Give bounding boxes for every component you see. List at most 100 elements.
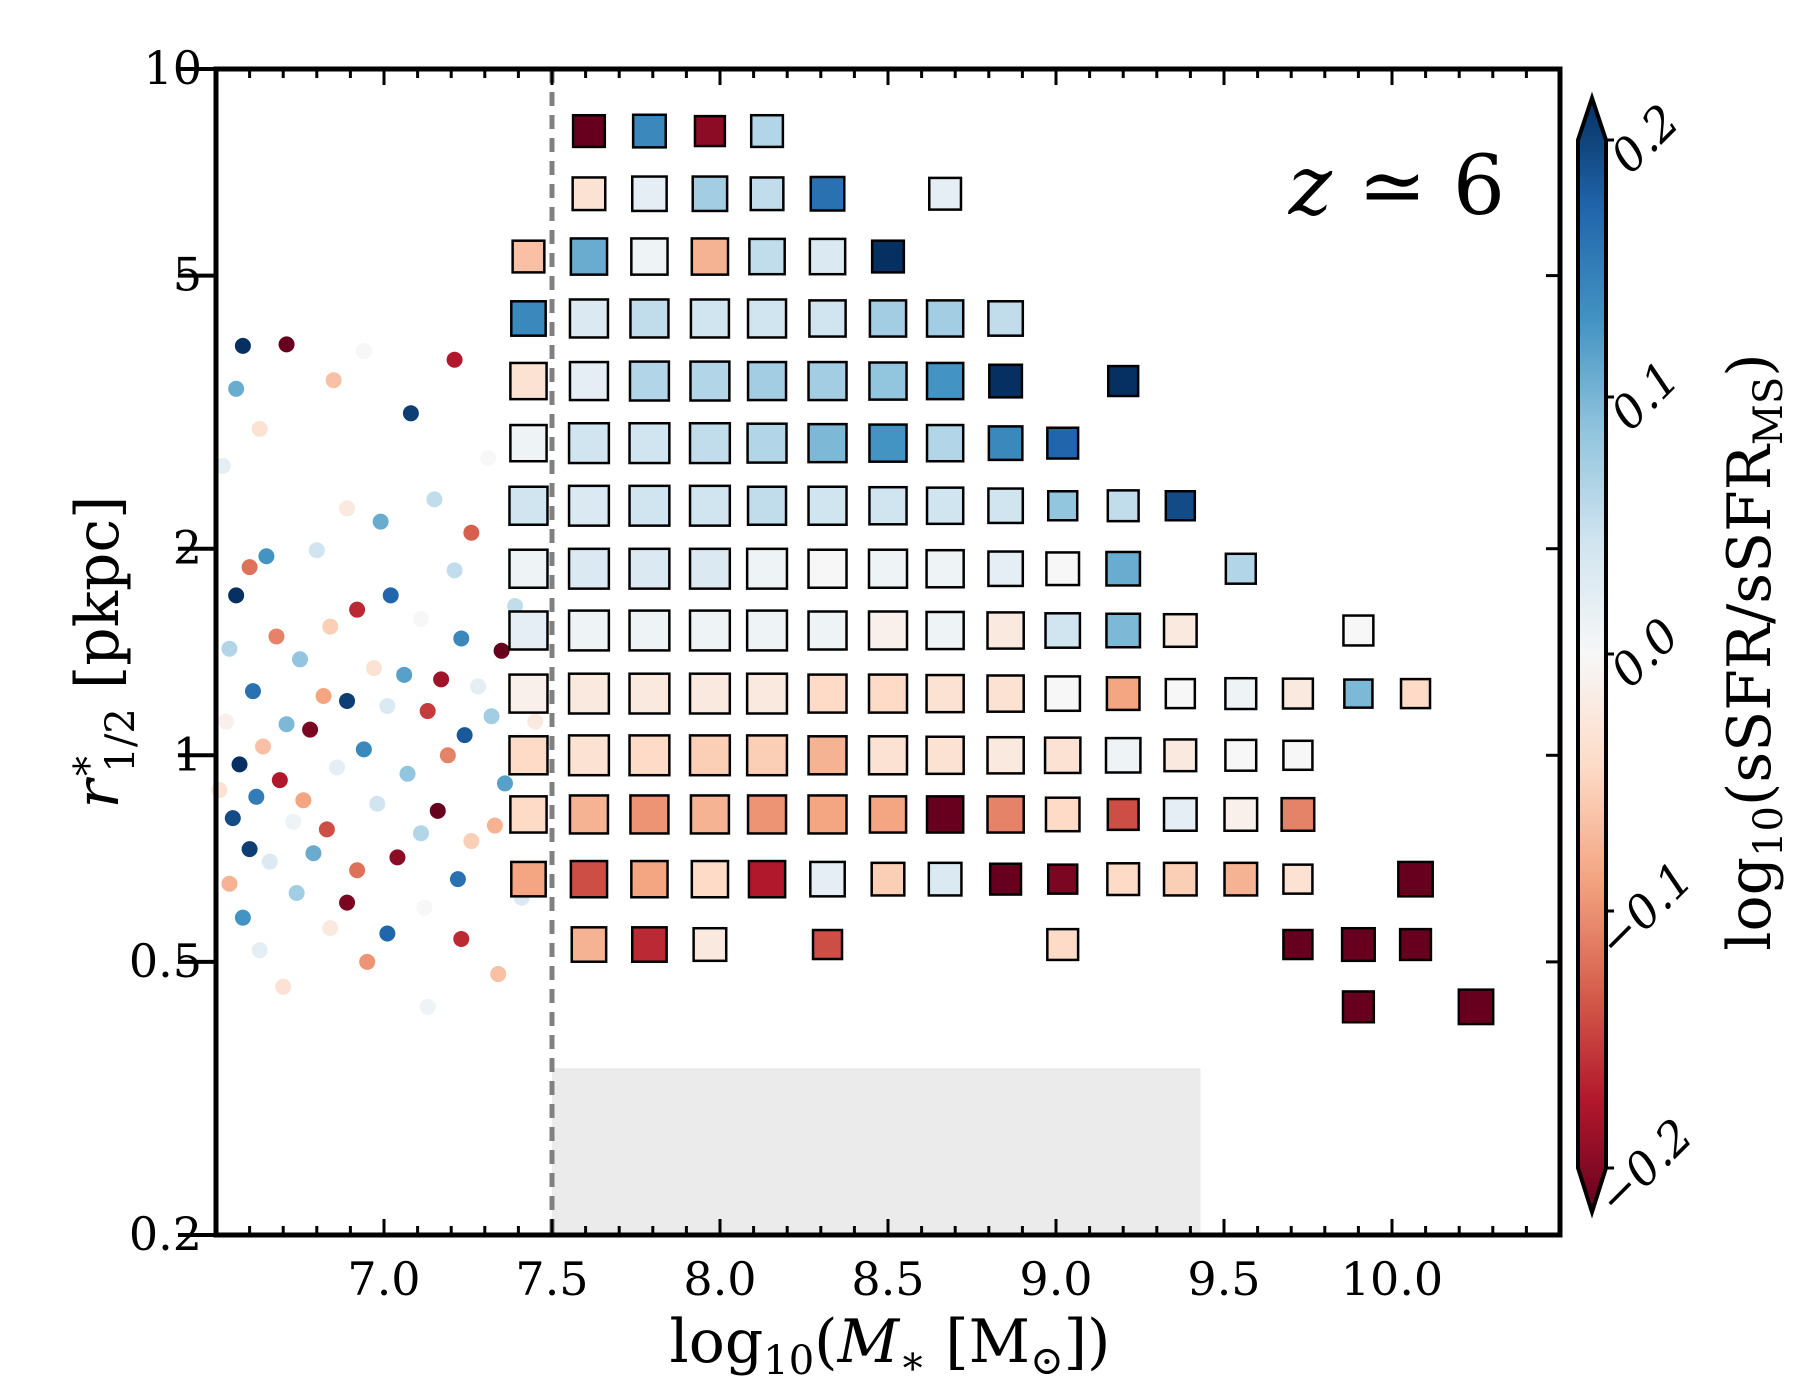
binned-square	[1106, 862, 1141, 897]
binned-square	[688, 734, 732, 777]
binned-square	[745, 734, 789, 777]
binned-square	[629, 794, 670, 835]
binned-square	[1106, 489, 1140, 523]
scatter-point	[486, 817, 503, 834]
scatter-point	[278, 336, 295, 353]
scatter-point	[248, 788, 265, 805]
binned-square	[746, 794, 788, 835]
binned-square	[747, 859, 787, 899]
binned-square	[691, 175, 729, 213]
scatter-point	[278, 716, 295, 733]
binned-square	[688, 484, 732, 527]
scatter-point	[496, 775, 513, 792]
binned-square	[868, 485, 908, 526]
scatter-point	[234, 909, 251, 926]
scatter-point	[389, 849, 406, 866]
scatter-point	[302, 721, 319, 738]
scatter-point	[412, 610, 429, 627]
binned-square	[925, 795, 965, 834]
x-tick-label: 7.0	[347, 1252, 420, 1306]
scatter-point	[416, 899, 433, 916]
binned-square	[630, 175, 668, 213]
scatter-point	[379, 697, 396, 714]
binned-square	[987, 425, 1024, 462]
binned-square	[986, 611, 1025, 650]
binned-square	[1163, 738, 1198, 773]
scatter-point	[221, 875, 238, 892]
scatter-point	[295, 792, 312, 809]
binned-square	[1046, 863, 1079, 895]
binned-square	[749, 113, 785, 149]
binned-square	[868, 299, 908, 338]
binned-square	[567, 421, 611, 465]
binned-square	[628, 547, 671, 590]
x-tick-label: 9.0	[1019, 1252, 1092, 1306]
binned-square	[688, 609, 732, 652]
binned-square	[508, 673, 549, 714]
binned-square	[807, 735, 848, 776]
scatter-point	[439, 747, 456, 764]
scatter-point	[480, 450, 497, 467]
shaded-region	[552, 1068, 1201, 1235]
scatter-point	[365, 660, 382, 677]
binned-square	[1162, 612, 1198, 649]
x-axis-title: log10(M∗ [M⊙])	[670, 1307, 1111, 1384]
binned-square	[807, 485, 848, 527]
scatter-point	[275, 978, 292, 995]
scatter-point	[433, 671, 450, 688]
plot-area: 7.0 7.5 8.0 8.5 9.0 9.5 10.0 0.2 0.5 1 2 5 10	[129, 41, 1563, 1306]
scatter-point	[261, 853, 278, 870]
binned-square	[925, 548, 965, 589]
binned-square	[745, 609, 789, 652]
binned-square	[987, 300, 1025, 337]
binned-square	[567, 734, 611, 777]
binned-square	[1162, 861, 1198, 897]
scatter-point	[426, 491, 443, 508]
scatter-point	[228, 587, 245, 604]
scatter-point	[399, 765, 416, 782]
binned-square	[567, 484, 611, 527]
binned-square	[1343, 678, 1374, 709]
scatter-point	[359, 953, 376, 970]
x-tick-label: 8.0	[683, 1252, 756, 1306]
scatter-point	[339, 692, 356, 709]
binned-square	[628, 360, 671, 402]
x-tick-label: 9.5	[1187, 1252, 1260, 1306]
binned-square	[508, 548, 549, 589]
scatter-point	[372, 513, 389, 530]
binned-square	[1162, 796, 1198, 832]
binned-square	[692, 926, 728, 963]
binned-square	[1340, 926, 1376, 963]
binned-square	[928, 176, 963, 211]
binned-square	[1397, 860, 1434, 898]
binned-square	[690, 859, 730, 899]
scatter-point	[231, 756, 248, 773]
binned-square	[631, 113, 667, 149]
scatter-point	[463, 524, 480, 541]
binned-square	[807, 673, 848, 714]
binned-square	[746, 485, 788, 527]
binned-square	[629, 298, 670, 339]
binned-square	[925, 299, 965, 338]
binned-square	[569, 859, 609, 899]
binned-square	[1046, 426, 1080, 460]
binned-square	[807, 794, 848, 835]
binned-square	[1164, 490, 1197, 522]
binned-square	[925, 486, 965, 526]
colorbar-tick-label: 0.2	[1600, 94, 1690, 184]
binned-square	[807, 422, 848, 464]
binned-square	[571, 113, 607, 149]
y-tick-label: 0.5	[129, 934, 202, 988]
binned-square	[1045, 551, 1081, 587]
scatter-point	[339, 500, 356, 517]
binned-square	[867, 735, 909, 776]
scatter-point	[271, 772, 288, 789]
binned-square	[511, 239, 546, 274]
scatter-point	[292, 651, 308, 668]
scatter-point	[453, 930, 470, 947]
scatter-point	[218, 713, 235, 730]
binned-square	[1282, 863, 1314, 895]
binned-square	[868, 361, 908, 401]
scatter-point	[339, 894, 356, 911]
